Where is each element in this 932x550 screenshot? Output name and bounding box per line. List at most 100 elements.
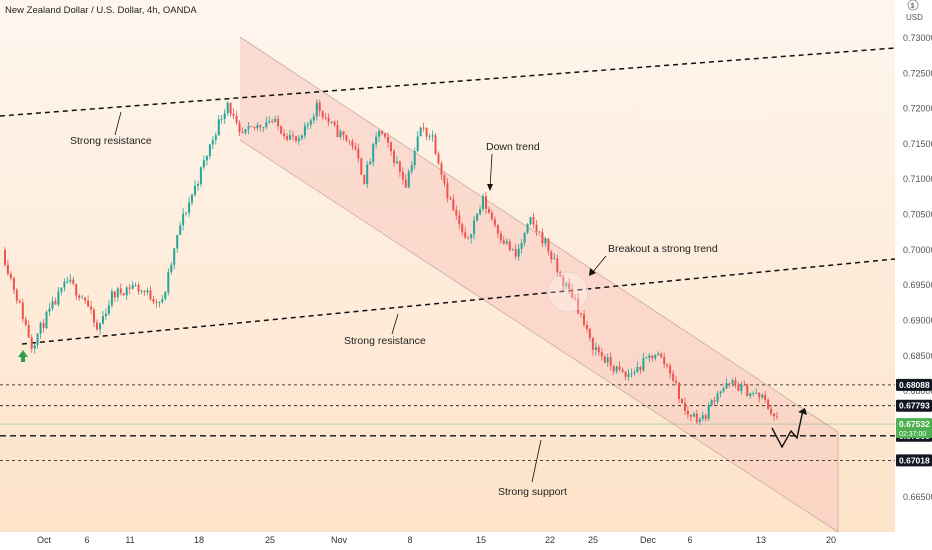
level-price-tag bbox=[896, 399, 932, 412]
annotation-arrowhead bbox=[589, 268, 596, 276]
candle-body bbox=[6, 264, 9, 274]
candle-body bbox=[182, 213, 185, 226]
candle-body bbox=[657, 353, 660, 356]
x-tick-label: 13 bbox=[756, 535, 766, 545]
candle-body bbox=[333, 121, 336, 126]
candle-body bbox=[488, 208, 490, 213]
time-axis-panel[interactable] bbox=[0, 532, 895, 550]
currency-icon[interactable] bbox=[907, 0, 919, 11]
candle-body bbox=[134, 285, 137, 286]
candle-body bbox=[363, 174, 366, 185]
candle-body bbox=[746, 385, 749, 397]
candle-body bbox=[752, 393, 755, 394]
candle-body bbox=[407, 171, 410, 188]
candle-body bbox=[185, 212, 188, 214]
candle-body bbox=[654, 355, 657, 359]
candle-body bbox=[773, 413, 775, 417]
candle-body bbox=[594, 347, 597, 350]
candle-body bbox=[565, 283, 568, 287]
candle-body bbox=[648, 355, 651, 358]
candle-body bbox=[164, 292, 167, 299]
candle-body bbox=[618, 366, 621, 370]
candle-body bbox=[199, 167, 202, 184]
candle-body bbox=[369, 161, 372, 165]
candle-body bbox=[30, 337, 33, 349]
candle-body bbox=[520, 242, 523, 249]
candle-body bbox=[767, 399, 770, 409]
candle-body bbox=[170, 264, 173, 273]
candle-body bbox=[295, 136, 297, 141]
candle-body bbox=[511, 248, 514, 250]
symbol-title: New Zealand Dollar / U.S. Dollar, 4h, OA… bbox=[5, 5, 197, 16]
candle-body bbox=[639, 367, 642, 371]
candle-body bbox=[725, 383, 728, 389]
candle-body bbox=[580, 313, 582, 315]
candle-body bbox=[490, 212, 493, 220]
projected-path-arrow bbox=[771, 409, 804, 449]
candle-body bbox=[713, 400, 716, 402]
candle-body bbox=[502, 240, 505, 244]
candle-body bbox=[755, 392, 758, 394]
candle-body bbox=[499, 233, 502, 241]
candle-body bbox=[428, 136, 431, 138]
candle-body bbox=[562, 276, 565, 287]
candle-body bbox=[229, 102, 232, 114]
breakout-highlight-circle bbox=[547, 271, 589, 313]
annotation-strong-resistance-lower: Strong resistance bbox=[344, 335, 426, 347]
candle-body bbox=[119, 288, 122, 293]
candle-body bbox=[591, 338, 594, 350]
candlesticks bbox=[4, 99, 778, 425]
candle-body bbox=[327, 117, 330, 122]
candle-body bbox=[366, 164, 369, 185]
candle-body bbox=[464, 232, 467, 238]
candle-body bbox=[535, 224, 538, 232]
candle-body bbox=[149, 290, 152, 299]
candle-body bbox=[72, 279, 75, 284]
channel-upper-edge bbox=[239, 36, 839, 433]
x-tick-label: 20 bbox=[826, 535, 836, 545]
candle-body bbox=[609, 357, 612, 366]
candle-body bbox=[87, 300, 90, 307]
candle-body bbox=[330, 121, 333, 123]
candle-body bbox=[238, 122, 241, 133]
candle-body bbox=[630, 373, 633, 375]
candle-body bbox=[761, 394, 764, 398]
x-tick-label: Dec bbox=[640, 535, 657, 545]
candle-body bbox=[577, 298, 580, 313]
price-axis-panel[interactable] bbox=[895, 0, 932, 550]
candle-body bbox=[241, 132, 244, 134]
y-tick-label: 0.66500 bbox=[903, 492, 932, 502]
candle-body bbox=[78, 295, 81, 298]
candle-body bbox=[728, 383, 731, 385]
candle-body bbox=[529, 217, 532, 224]
candle-body bbox=[140, 290, 143, 292]
annotation-pointer bbox=[114, 111, 122, 136]
candle-body bbox=[226, 102, 229, 114]
candle-body bbox=[244, 129, 247, 133]
candle-body bbox=[36, 333, 39, 345]
candle-body bbox=[54, 301, 57, 305]
annotation-strong-support: Strong support bbox=[498, 486, 567, 498]
candle-body bbox=[681, 398, 683, 403]
candle-body bbox=[446, 183, 449, 199]
candle-body bbox=[268, 120, 271, 122]
x-tick-label: 25 bbox=[588, 535, 598, 545]
candle-body bbox=[107, 305, 110, 314]
annotation-breakout: Breakout a strong trend bbox=[608, 243, 718, 255]
x-tick-label: Oct bbox=[37, 535, 52, 545]
candle-body bbox=[517, 248, 520, 257]
currency-symbol: $ bbox=[911, 3, 915, 10]
candle-body bbox=[348, 140, 351, 142]
x-tick-label: Nov bbox=[331, 535, 348, 545]
candle-body bbox=[740, 384, 743, 392]
candle-body bbox=[152, 299, 155, 302]
candle-body bbox=[532, 217, 535, 225]
x-tick-label: 18 bbox=[194, 535, 204, 545]
candle-body bbox=[378, 130, 381, 137]
candle-body bbox=[636, 367, 639, 373]
candle-body bbox=[161, 299, 164, 303]
